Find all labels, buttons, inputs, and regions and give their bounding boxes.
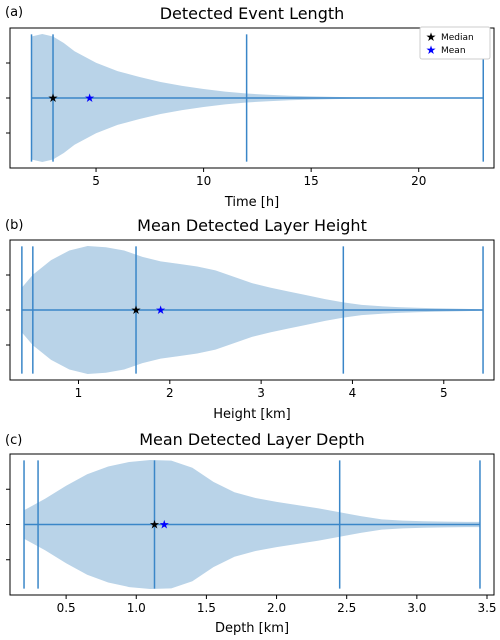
mean-marker: ★ <box>155 303 166 317</box>
x-tick-label: 2 <box>166 386 174 400</box>
plot-area: ★ ★ 0.5 1.0 1.5 2.0 2.5 3.0 3.5 <box>6 453 497 615</box>
x-tick-label: 1.5 <box>197 601 216 615</box>
x-tick-label: 0.5 <box>57 601 76 615</box>
median-marker: ★ <box>48 91 59 105</box>
x-tick-label: 15 <box>304 174 319 188</box>
median-marker: ★ <box>131 303 142 317</box>
x-tick-label: 3.0 <box>407 601 426 615</box>
legend-mean-label: Mean <box>441 46 466 56</box>
x-tick-label: 3.5 <box>477 601 496 615</box>
median-marker: ★ <box>149 518 160 532</box>
legend-mean-marker: ★ <box>426 43 437 57</box>
x-tick-label: 2.5 <box>337 601 356 615</box>
mean-marker: ★ <box>159 518 170 532</box>
x-tick-label: 1.0 <box>127 601 146 615</box>
x-tick-label: 1 <box>75 386 83 400</box>
panel-label: (a) <box>5 5 23 20</box>
chart-title: Mean Detected Layer Depth <box>139 430 365 449</box>
x-tick-label: 10 <box>196 174 211 188</box>
x-tick-label: 5 <box>92 174 100 188</box>
mean-marker: ★ <box>84 91 95 105</box>
legend-box <box>419 26 491 60</box>
x-tick-label: 2.0 <box>267 601 286 615</box>
x-axis-label: Height [km] <box>213 407 290 422</box>
panel-label: (b) <box>5 218 23 233</box>
panel-label: (c) <box>5 433 22 448</box>
legend-median-marker: ★ <box>426 30 437 44</box>
panel-c: (c) Mean Detected Layer Depth ★ ★ 0.5 1.0 1.… <box>5 430 497 636</box>
x-tick-label: 20 <box>411 174 426 188</box>
x-axis-label: Depth [km] <box>215 621 289 636</box>
legend-median-label: Median <box>441 33 474 43</box>
legend: ★ Median ★ Mean <box>419 26 491 60</box>
x-axis-label: Time [h] <box>224 195 279 210</box>
x-tick-label: 3 <box>257 386 265 400</box>
chart-title: Mean Detected Layer Height <box>137 216 367 235</box>
chart-title: Detected Event Length <box>160 4 345 23</box>
plot-area: ★ ★ 1 2 3 4 5 <box>6 239 495 400</box>
x-tick-label: 5 <box>440 386 448 400</box>
x-tick-label: 4 <box>349 386 357 400</box>
panel-a: (a) Detected Event Length ★ ★5 10 15 20 Time… <box>5 4 495 210</box>
panel-b: (b) Mean Detected Layer Height ★ ★ 1 2 3 4 5 H… <box>5 216 495 422</box>
